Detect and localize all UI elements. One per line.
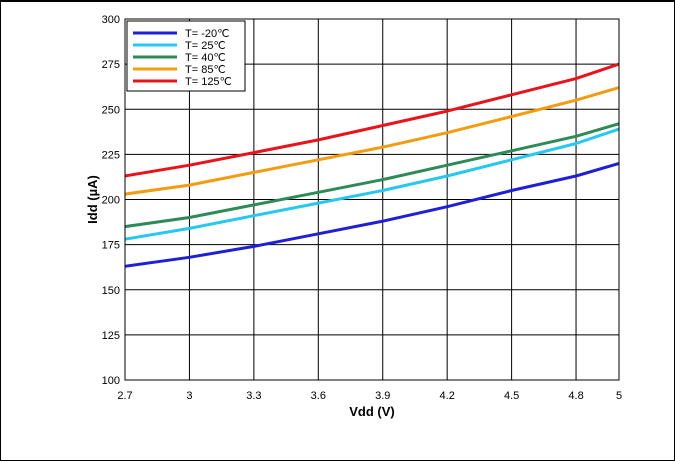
y-tick-label: 275 [102,59,120,71]
x-tick-labels: 2.7 3 3.3 3.6 3.9 4.2 4.5 4.8 5 [117,390,622,402]
series-line [124,161,620,268]
top-border [0,0,675,2]
x-tick-label: 4.8 [568,390,583,402]
x-tick-label: 5 [616,390,622,402]
y-axis-label: Idd (µA) [85,175,100,224]
x-tick-label: 2.7 [117,390,132,402]
legend: T= -20℃T= 25℃T= 40℃T= 85℃T= 125℃ [126,20,246,92]
plot-area-border [124,18,620,381]
legend-label: T= 25℃ [185,40,226,52]
y-tick-label: 100 [102,375,120,387]
x-tick-label: 3.3 [246,390,261,402]
y-tick-label: 225 [102,149,120,161]
series-line [124,127,620,241]
series-line [124,62,620,178]
y-tick-label: 300 [102,14,120,26]
x-tick-label: 3 [186,390,192,402]
legend-label: T= 85℃ [185,64,226,76]
series-lines [124,62,620,268]
y-tick-label: 175 [102,240,120,252]
legend-label: T= -20℃ [185,28,229,40]
series-line [124,122,620,229]
y-tick-label: 200 [102,195,120,207]
y-tick-label: 250 [102,104,120,116]
y-tick-label: 150 [102,285,120,297]
x-tick-label: 3.9 [375,390,390,402]
x-tick-label: 4.2 [440,390,455,402]
legend-label: T= 40℃ [185,52,226,64]
legend-label: T= 125℃ [185,76,232,88]
y-tick-label: 125 [102,330,120,342]
x-tick-label: 4.5 [504,390,519,402]
y-tick-labels: 100 125 150 175 200 225 250 275 300 [102,14,120,387]
x-tick-label: 3.6 [311,390,326,402]
series-line [124,86,620,196]
x-axis-label: Vdd (V) [349,404,395,419]
